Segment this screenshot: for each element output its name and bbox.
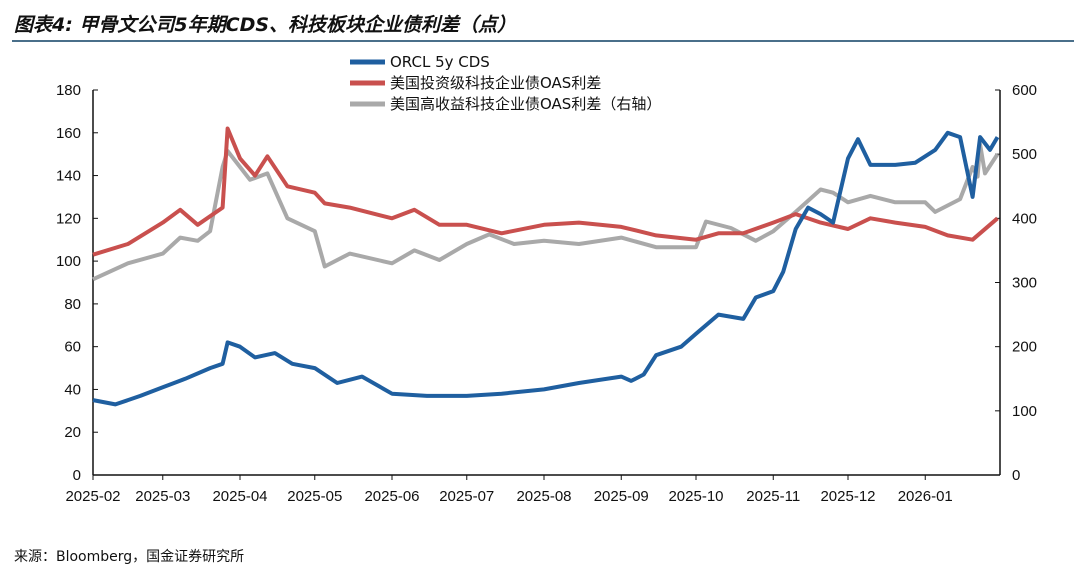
- source-note: 来源：Bloomberg，国金证券研究所: [14, 549, 245, 565]
- legend-label-0: ORCL 5y CDS: [390, 53, 490, 71]
- x-tick-label: 2025-08: [516, 488, 571, 505]
- title-divider: [12, 40, 1074, 42]
- right-tick-label: 500: [1012, 146, 1037, 163]
- left-tick-label: 40: [64, 381, 81, 398]
- x-tick-label: 2025-04: [212, 488, 267, 505]
- x-tick-label: 2025-11: [746, 488, 800, 505]
- left-tick-label: 80: [64, 296, 81, 313]
- x-tick-label: 2025-06: [364, 488, 419, 505]
- x-tick-label: 2025-02: [65, 488, 120, 505]
- series-line-0: [92, 130, 1000, 407]
- x-tick-label: 2025-07: [439, 488, 494, 505]
- x-tick-label: 2025-12: [820, 488, 875, 505]
- x-tick-label: 2025-03: [135, 488, 190, 505]
- legend-label-1: 美国投资级科技企业债OAS利差: [390, 74, 601, 92]
- left-tick-label: 60: [64, 339, 81, 356]
- right-tick-label: 0: [1012, 467, 1020, 484]
- right-tick-label: 300: [1012, 275, 1037, 292]
- chart-title: 图表4: 甲骨文公司5年期CDS、科技板块企业债利差（点）: [14, 14, 517, 36]
- right-tick-label: 100: [1012, 403, 1037, 420]
- series-line-2: [92, 142, 1000, 282]
- right-tick-label: 200: [1012, 339, 1037, 356]
- series-line-1: [92, 126, 999, 257]
- x-tick-label: 2025-05: [287, 488, 342, 505]
- left-tick-label: 140: [56, 168, 81, 185]
- left-tick-label: 20: [64, 424, 81, 441]
- left-tick-label: 160: [56, 125, 81, 142]
- x-tick-label: 2026-01: [898, 488, 953, 505]
- right-tick-label: 600: [1012, 82, 1037, 99]
- x-tick-label: 2025-09: [594, 488, 649, 505]
- left-tick-label: 180: [56, 82, 81, 99]
- left-tick-label: 120: [56, 210, 81, 227]
- right-tick-label: 400: [1012, 210, 1037, 227]
- legend-label-2: 美国高收益科技企业债OAS利差（右轴）: [390, 95, 661, 113]
- left-tick-label: 100: [56, 253, 81, 270]
- left-tick-label: 0: [73, 467, 81, 484]
- x-tick-label: 2025-10: [668, 488, 723, 505]
